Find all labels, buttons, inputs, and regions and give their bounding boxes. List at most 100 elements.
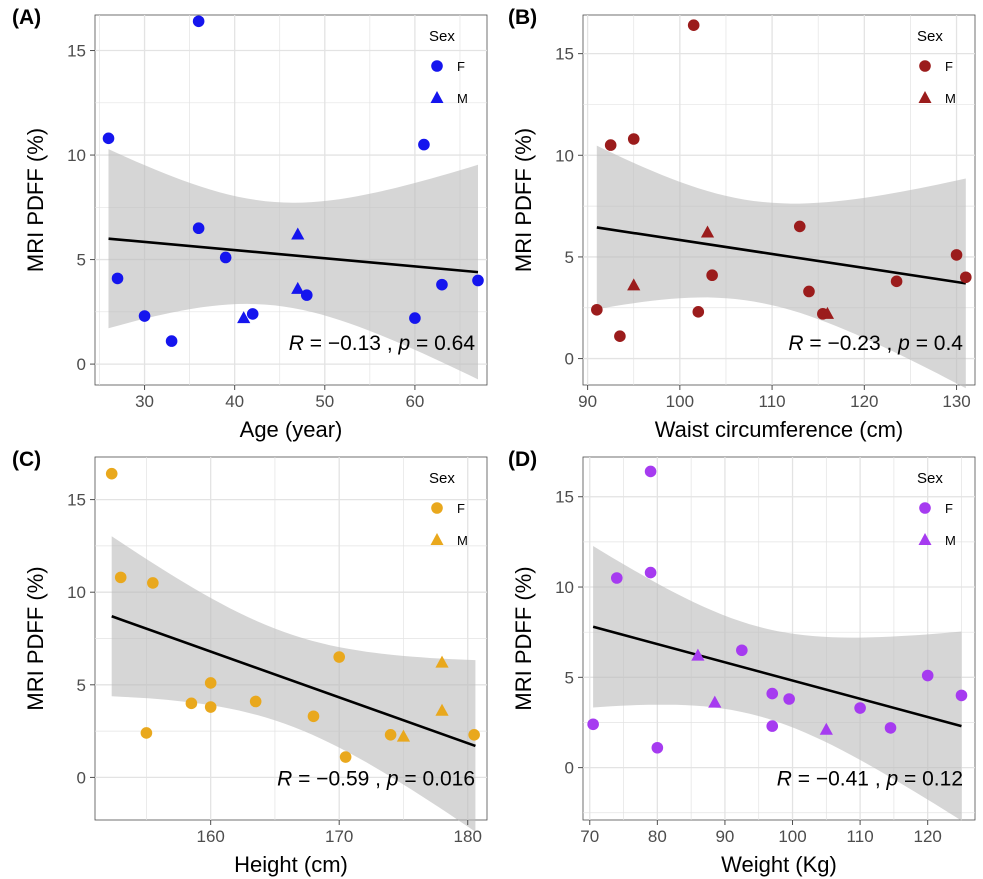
data-point — [291, 281, 305, 294]
x-tick-label: 110 — [847, 827, 874, 846]
y-axis-label: MRI PDFF (%) — [23, 128, 48, 272]
data-point — [627, 278, 641, 291]
legend-entry: M — [457, 91, 468, 106]
y-tick-label: 10 — [555, 578, 574, 597]
legend-entry: M — [945, 533, 956, 548]
legend-marker-triangle — [918, 91, 932, 103]
x-axis-label: Height (cm) — [234, 852, 348, 877]
y-axis-label: MRI PDFF (%) — [511, 566, 536, 710]
correlation-annotation: R = −0.59 , p = 0.016 — [277, 768, 475, 791]
data-point — [890, 275, 903, 288]
data-point — [691, 648, 705, 661]
data-point — [300, 289, 313, 301]
data-point — [138, 310, 151, 322]
legend-marker-circle — [919, 502, 931, 514]
x-tick-label: 90 — [578, 392, 597, 411]
panel-label: (C) — [12, 448, 41, 471]
data-point — [435, 655, 449, 668]
data-point — [192, 15, 205, 28]
y-tick-label: 0 — [77, 355, 86, 374]
y-tick-label: 0 — [565, 350, 574, 369]
data-point — [237, 311, 251, 324]
x-tick-label: 40 — [225, 392, 244, 411]
data-point — [140, 727, 153, 739]
data-point — [706, 269, 718, 282]
legend-marker-triangle — [918, 533, 932, 545]
y-tick-label: 5 — [77, 676, 86, 695]
data-point — [105, 467, 118, 480]
x-axis-label: Weight (Kg) — [721, 852, 837, 877]
correlation-annotation: R = −0.41 , p = 0.12 — [777, 768, 963, 791]
data-point — [409, 312, 421, 324]
series-F — [591, 19, 972, 343]
data-point — [854, 702, 866, 714]
legend-title: Sex — [429, 470, 455, 487]
regression-line — [111, 615, 476, 748]
y-tick-label: 5 — [565, 668, 574, 687]
y-tick-label: 5 — [565, 248, 574, 267]
data-point — [436, 278, 448, 291]
data-point — [604, 139, 617, 151]
x-tick-label: 100 — [666, 392, 694, 411]
y-tick-label: 15 — [555, 488, 574, 507]
legend-entry: F — [457, 501, 465, 516]
legend-title: Sex — [917, 470, 943, 487]
correlation-annotation: R = −0.13 , p = 0.64 — [289, 332, 476, 355]
data-point — [204, 701, 217, 713]
data-point — [591, 303, 603, 316]
confidence-band — [596, 145, 966, 389]
legend-marker-triangle — [430, 91, 444, 103]
x-tick-label: 120 — [914, 827, 942, 846]
legend-title: Sex — [429, 28, 455, 45]
x-tick-label: 80 — [648, 827, 667, 846]
data-point — [700, 225, 715, 238]
data-point — [147, 577, 159, 589]
data-point — [111, 272, 124, 285]
y-tick-label: 15 — [67, 42, 86, 61]
data-point — [921, 669, 934, 682]
data-point — [692, 306, 705, 318]
data-point — [766, 687, 779, 700]
data-point — [955, 689, 968, 702]
x-tick-label: 100 — [778, 827, 806, 846]
data-point — [468, 729, 480, 741]
y-axis-label: MRI PDFF (%) — [23, 566, 48, 710]
data-point — [708, 695, 722, 708]
data-point — [783, 693, 795, 705]
data-point — [114, 571, 127, 584]
x-tick-label: 60 — [405, 392, 424, 411]
confidence-band — [108, 149, 478, 380]
x-tick-label: 160 — [196, 827, 224, 846]
series-M — [627, 225, 835, 319]
series-F — [105, 467, 480, 763]
data-point — [614, 330, 626, 343]
panel-label: (D) — [508, 448, 537, 471]
data-point — [766, 720, 779, 732]
data-point — [687, 19, 700, 31]
x-tick-label: 90 — [715, 827, 734, 846]
data-point — [950, 249, 963, 261]
legend-marker-circle — [919, 60, 931, 72]
data-point — [185, 697, 198, 710]
data-point — [339, 751, 352, 763]
regression-line — [596, 226, 966, 285]
legend-entry: M — [457, 533, 468, 548]
y-tick-label: 5 — [77, 251, 86, 270]
data-point — [219, 251, 232, 264]
series-M — [237, 227, 305, 324]
legend-entry: F — [945, 501, 953, 516]
legend-marker-triangle — [430, 533, 444, 545]
confidence-band — [593, 546, 962, 821]
series-M — [691, 648, 833, 735]
data-point — [793, 220, 806, 233]
data-point — [627, 133, 640, 145]
data-point — [291, 227, 305, 240]
legend-entry: F — [457, 59, 465, 74]
x-tick-label: 180 — [454, 827, 482, 846]
